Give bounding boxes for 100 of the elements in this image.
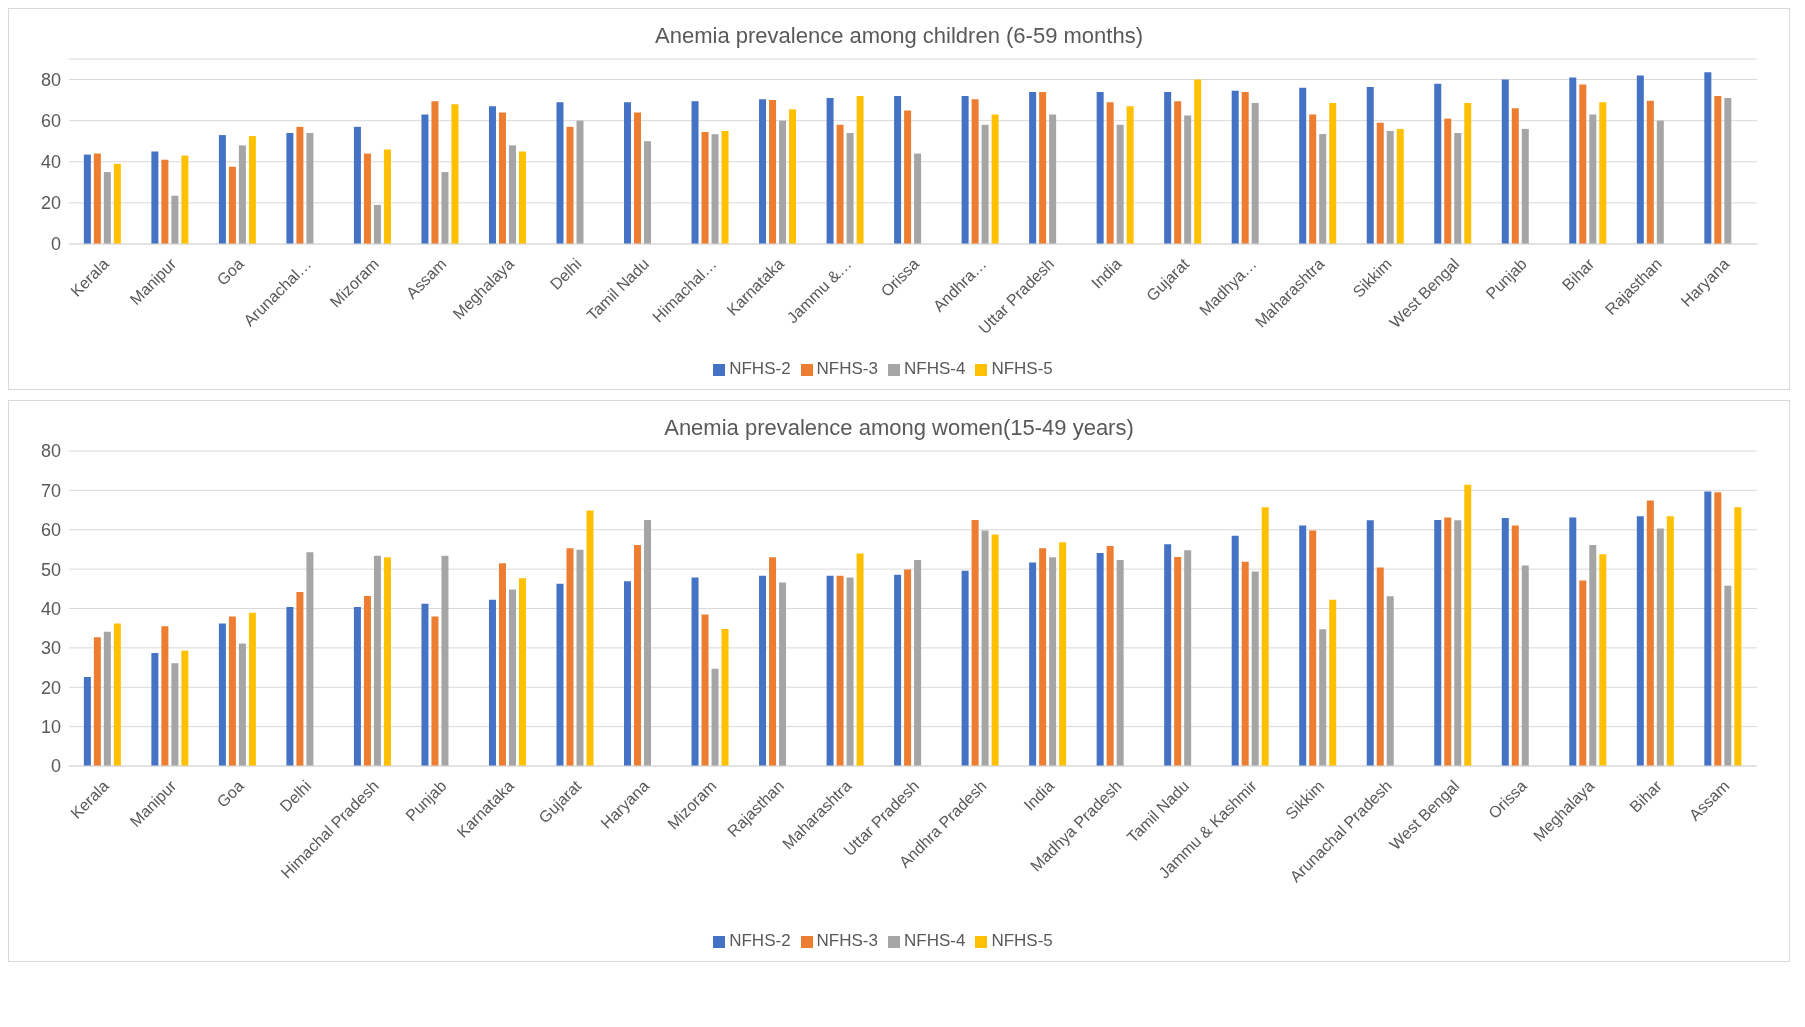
bar bbox=[1096, 91, 1104, 244]
bar bbox=[161, 159, 169, 244]
bar bbox=[363, 153, 371, 244]
legend-label: NFHS-5 bbox=[991, 359, 1053, 378]
bar bbox=[1366, 86, 1374, 244]
bar bbox=[1049, 557, 1057, 766]
bar bbox=[1579, 84, 1587, 244]
bar bbox=[836, 575, 844, 766]
bar bbox=[1396, 128, 1404, 244]
bar bbox=[508, 589, 516, 766]
bar bbox=[1251, 571, 1259, 766]
bar bbox=[1309, 530, 1317, 766]
bar bbox=[1319, 629, 1327, 766]
bar bbox=[181, 650, 189, 766]
bar bbox=[1366, 520, 1374, 766]
bar bbox=[991, 534, 999, 766]
bar bbox=[1724, 585, 1732, 766]
y-tick-label: 70 bbox=[40, 480, 61, 501]
bar bbox=[296, 126, 304, 244]
bar bbox=[1511, 108, 1519, 244]
bar bbox=[93, 153, 101, 244]
bar bbox=[1569, 517, 1577, 766]
bar bbox=[1164, 544, 1172, 766]
bar bbox=[981, 530, 989, 766]
bar bbox=[431, 616, 439, 766]
bar bbox=[498, 112, 506, 244]
bar bbox=[1039, 91, 1047, 244]
bar bbox=[826, 575, 834, 766]
bar bbox=[1646, 100, 1654, 244]
bar bbox=[1704, 72, 1712, 244]
bar bbox=[1329, 102, 1337, 244]
bar bbox=[624, 581, 632, 766]
bar bbox=[83, 154, 91, 244]
bar bbox=[1231, 535, 1239, 766]
legend-label: NFHS-4 bbox=[904, 359, 966, 378]
bar bbox=[566, 126, 574, 244]
bar bbox=[1116, 560, 1124, 766]
bar bbox=[846, 133, 854, 244]
bar bbox=[1164, 91, 1172, 244]
bar bbox=[634, 545, 642, 766]
bar bbox=[373, 555, 381, 766]
bar bbox=[556, 583, 564, 766]
bar bbox=[83, 677, 91, 766]
bar bbox=[1724, 98, 1732, 244]
bar bbox=[1029, 91, 1037, 244]
bar bbox=[846, 577, 854, 766]
bar bbox=[1376, 122, 1384, 244]
bar bbox=[1106, 545, 1114, 766]
bar bbox=[1656, 528, 1664, 766]
bar bbox=[1444, 118, 1452, 244]
bar bbox=[691, 577, 699, 766]
bar bbox=[711, 134, 719, 244]
bar bbox=[363, 595, 371, 766]
bar bbox=[1589, 545, 1597, 766]
bar bbox=[1329, 599, 1337, 766]
bar bbox=[1511, 525, 1519, 766]
bar bbox=[113, 623, 121, 766]
bar bbox=[1184, 115, 1192, 244]
y-tick-label: 50 bbox=[40, 559, 61, 580]
bar bbox=[1231, 90, 1239, 244]
bar bbox=[1386, 596, 1394, 766]
bar bbox=[1194, 79, 1202, 244]
bar bbox=[151, 652, 159, 766]
bar bbox=[353, 126, 361, 244]
bar bbox=[856, 96, 864, 244]
bar bbox=[1116, 124, 1124, 244]
bar bbox=[1521, 128, 1529, 244]
legend-label: NFHS-5 bbox=[991, 931, 1053, 950]
bar bbox=[566, 548, 574, 766]
bar bbox=[421, 114, 429, 244]
bar bbox=[306, 552, 314, 766]
bar bbox=[431, 101, 439, 244]
bar bbox=[353, 606, 361, 766]
bar bbox=[306, 133, 314, 244]
bar bbox=[1464, 102, 1472, 244]
bar bbox=[1096, 552, 1104, 766]
bar bbox=[779, 582, 787, 766]
bar bbox=[1386, 130, 1394, 244]
bar bbox=[1309, 114, 1317, 244]
bar bbox=[1049, 114, 1057, 244]
bar bbox=[1184, 550, 1192, 766]
bar bbox=[1714, 96, 1722, 244]
bar bbox=[383, 149, 391, 244]
bar bbox=[286, 606, 294, 766]
legend-label: NFHS-2 bbox=[729, 359, 791, 378]
bar bbox=[961, 570, 969, 766]
bar bbox=[1106, 102, 1114, 244]
bar bbox=[1501, 79, 1509, 244]
bar bbox=[1454, 520, 1462, 766]
bar bbox=[1501, 517, 1509, 766]
bar bbox=[711, 668, 719, 766]
bar bbox=[161, 626, 169, 766]
bar bbox=[759, 575, 767, 766]
bar bbox=[441, 172, 449, 244]
bar bbox=[1299, 87, 1307, 244]
bar bbox=[218, 135, 226, 244]
bar bbox=[421, 603, 429, 766]
bar bbox=[286, 133, 294, 244]
legend-label: NFHS-4 bbox=[904, 931, 966, 950]
bar bbox=[721, 628, 729, 766]
